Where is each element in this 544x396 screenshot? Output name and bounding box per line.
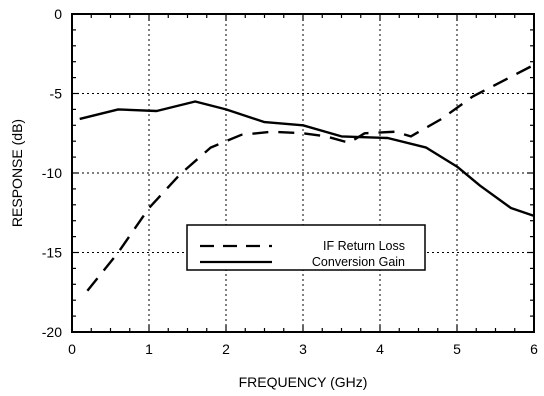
x-tick-label-6: 6 (530, 341, 538, 357)
y-tick-label--15: -15 (42, 245, 62, 261)
y-axis-label: RESPONSE (dB) (9, 119, 25, 227)
y-tick-label-0: 0 (54, 6, 62, 22)
y-tick-label--10: -10 (42, 165, 62, 181)
series-line-if-return-loss (86, 63, 535, 292)
plot-area-frame (71, 13, 535, 333)
x-tick-label-0: 0 (68, 341, 76, 357)
series-line-conversion-gain (79, 100, 535, 218)
x-tick-label-3: 3 (299, 341, 307, 357)
legend: IF Return Loss Conversion Gain (186, 224, 426, 271)
x-tick-label-5: 5 (453, 341, 461, 357)
x-tick-label-2: 2 (222, 341, 230, 357)
x-tick-label-1: 1 (145, 341, 153, 357)
y-axis-ticks: 0 -5 -10 -15 -20 (42, 6, 534, 340)
legend-label-if-return-loss: IF Return Loss (323, 239, 405, 253)
series-lines (79, 63, 535, 292)
y-tick-label--5: -5 (50, 86, 63, 102)
x-tick-label-4: 4 (376, 341, 384, 357)
y-tick-label--20: -20 (42, 324, 62, 340)
legend-label-conversion-gain: Conversion Gain (312, 255, 405, 269)
x-axis-label: FREQUENCY (GHz) (239, 374, 368, 390)
